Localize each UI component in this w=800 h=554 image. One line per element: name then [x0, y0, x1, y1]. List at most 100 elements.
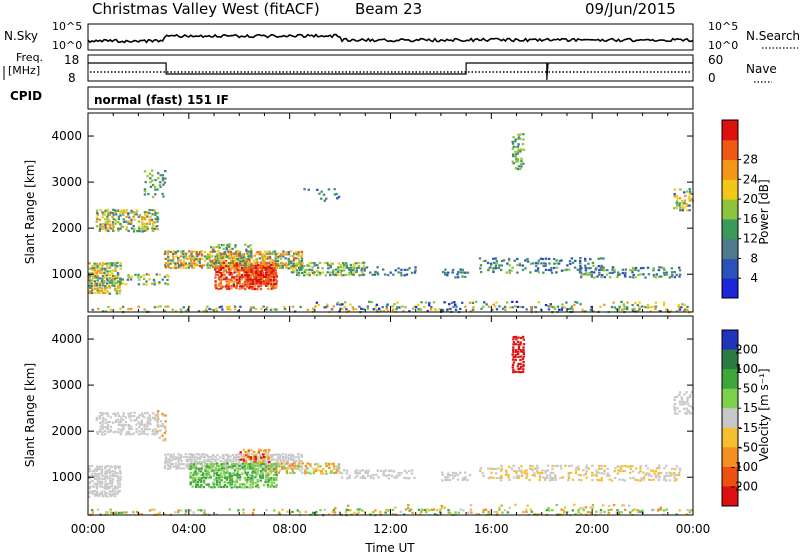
range-cell [265, 278, 268, 281]
range-cell [96, 265, 99, 268]
range-cell [535, 261, 538, 265]
range-cell [254, 464, 257, 467]
range-cell [454, 276, 457, 279]
range-cell [88, 290, 92, 293]
range-cell [230, 465, 233, 468]
range-cell [132, 414, 136, 418]
range-cell [195, 483, 198, 486]
range-cell [229, 455, 232, 458]
range-cell [116, 261, 119, 264]
range-cell [137, 220, 141, 223]
range-cell [347, 273, 350, 276]
range-cell [225, 264, 228, 268]
range-cell [673, 207, 676, 210]
range-cell [673, 402, 677, 406]
range-cell [248, 264, 251, 267]
range-cell [156, 212, 160, 215]
range-cell [265, 509, 268, 512]
range-cell [270, 468, 273, 471]
range-cell [106, 289, 109, 293]
range-cell [101, 485, 104, 488]
range-cell [214, 258, 217, 261]
range-cell [233, 259, 237, 263]
range-cell [300, 250, 303, 253]
range-cell [94, 282, 97, 285]
range-cell [218, 246, 221, 249]
range-cell [329, 266, 332, 269]
range-cell [487, 510, 490, 513]
range-cell [200, 463, 203, 466]
range-cell [251, 471, 254, 474]
range-cell [252, 271, 255, 274]
range-cell [249, 308, 252, 311]
range-cell [600, 264, 603, 267]
range-cell [161, 412, 164, 415]
range-cell [215, 464, 219, 468]
range-cell [297, 455, 300, 458]
range-cell [90, 279, 94, 282]
range-cell [563, 511, 566, 514]
range-cell [259, 266, 263, 270]
range-cell [189, 465, 192, 468]
range-cell [146, 417, 150, 420]
range-cell [235, 262, 238, 265]
range-cell [652, 269, 655, 272]
range-cell [214, 280, 217, 283]
range-cell [93, 269, 97, 272]
range-cell [195, 474, 198, 477]
range-cell [107, 211, 110, 214]
range-cell [222, 455, 225, 458]
range-cell [441, 471, 444, 474]
range-cell [252, 259, 256, 262]
cpid-frame [87, 86, 694, 110]
range-cell [274, 471, 278, 474]
range-cell [108, 292, 112, 295]
range-cell [117, 209, 120, 212]
range-cell [98, 282, 101, 285]
range-cell [259, 261, 263, 264]
range-cell [336, 270, 340, 274]
range-cell [129, 419, 133, 422]
y-tick-label: 1000 [51, 267, 82, 281]
range-cell [514, 343, 517, 346]
range-cell [512, 348, 515, 351]
range-cell [354, 471, 357, 474]
range-cell [202, 264, 206, 267]
range-cell [336, 303, 339, 306]
range-cell [235, 463, 238, 466]
range-cell [514, 353, 517, 356]
range-cell [98, 428, 102, 431]
range-cell [333, 511, 337, 514]
range-cell [184, 513, 187, 516]
range-cell [320, 470, 323, 473]
range-cell [108, 261, 112, 265]
range-cell [146, 425, 149, 428]
range-cell [200, 250, 203, 253]
range-cell [249, 247, 253, 250]
range-cell [179, 308, 183, 311]
range-cell [359, 476, 362, 479]
range-cell [229, 460, 232, 463]
power-y-label: Slant Range [km] [23, 160, 37, 264]
range-cell [569, 262, 572, 265]
range-cell [194, 472, 197, 475]
range-cell [504, 308, 507, 311]
range-cell [274, 465, 278, 468]
range-cell [323, 306, 326, 309]
range-cell [203, 462, 207, 465]
range-cell [106, 282, 109, 285]
range-cell [257, 280, 260, 283]
range-cell [247, 245, 250, 248]
range-cell [616, 273, 620, 276]
range-cell [551, 476, 554, 479]
range-cell [238, 460, 241, 464]
range-cell [688, 188, 691, 191]
range-cell [212, 481, 215, 484]
range-cell [226, 458, 230, 461]
range-cell [249, 480, 252, 484]
range-cell [294, 257, 298, 260]
range-cell [612, 301, 615, 304]
range-cell [282, 465, 286, 468]
range-cell [511, 140, 514, 143]
range-cell [579, 474, 582, 477]
